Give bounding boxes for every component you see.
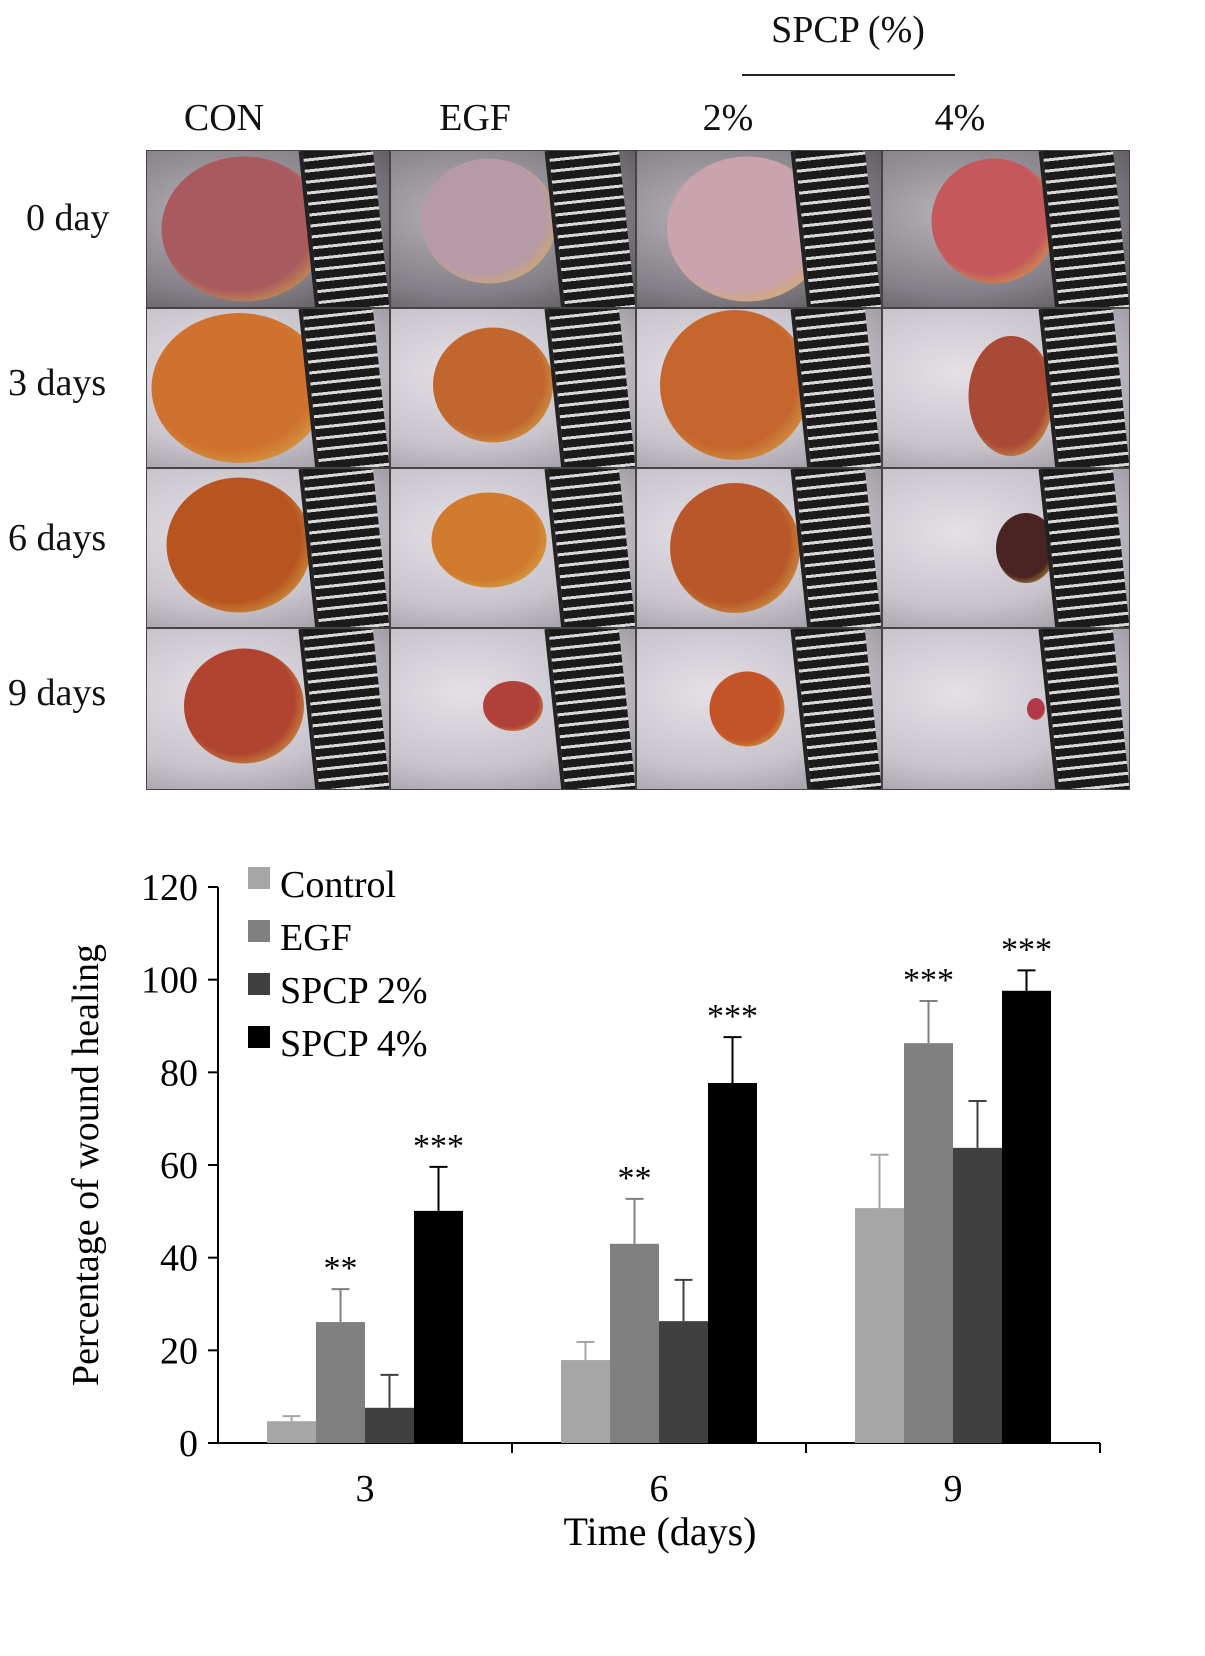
legend-swatch (248, 1026, 270, 1048)
bar (610, 1243, 659, 1443)
significance-label: ** (618, 1160, 652, 1197)
wound-area (968, 335, 1054, 456)
x-tick-label: 3 (356, 1468, 375, 1510)
significance-label: ** (324, 1250, 358, 1287)
legend-swatch (248, 973, 270, 995)
wound-photo (390, 628, 636, 790)
bar (414, 1210, 463, 1443)
x-tick-label: 9 (944, 1468, 963, 1510)
wound-area (709, 671, 785, 747)
legend-swatch (248, 920, 270, 942)
significance-label: *** (413, 1128, 464, 1165)
wound-area (483, 680, 543, 731)
wound-photo (636, 150, 882, 308)
wound-area (931, 158, 1057, 284)
legend-swatch (248, 867, 270, 889)
row-header-3-days: 3 days (8, 362, 107, 404)
column-header-con: CON (183, 97, 265, 139)
row-header-0-day: 0 day (26, 197, 110, 239)
y-tick-label: 60 (160, 1145, 198, 1187)
row-header-6-days: 6 days (8, 517, 107, 559)
wound-area (659, 309, 810, 460)
wound-area (1026, 698, 1045, 720)
legend-label: EGF (280, 917, 352, 959)
bar (316, 1322, 365, 1443)
y-tick-label: 120 (141, 867, 198, 909)
wound-photo (390, 308, 636, 468)
bar (904, 1043, 953, 1443)
legend-label: SPCP 4% (280, 1023, 428, 1065)
wound-area (151, 313, 327, 463)
wound-photo (882, 468, 1130, 628)
wound-area (161, 156, 327, 302)
bar (855, 1208, 904, 1443)
wound-area (431, 492, 547, 588)
wound-photo (636, 468, 882, 628)
wound-photo (636, 308, 882, 468)
bar (267, 1421, 316, 1443)
row-header-9-days: 9 days (8, 672, 107, 714)
y-tick-label: 20 (160, 1330, 198, 1372)
wound-photo (882, 150, 1130, 308)
x-axis-label: Time (days) (564, 1509, 757, 1554)
y-tick-label: 0 (179, 1423, 198, 1465)
significance-label: *** (1001, 931, 1052, 968)
wound-photo (636, 628, 882, 790)
bar (953, 1147, 1002, 1443)
spcp-group-header: SPCP (%) (771, 9, 925, 51)
wound-area (669, 483, 800, 613)
wound-photo (390, 150, 636, 308)
wound-area (166, 477, 312, 613)
column-header-spcp-4: 4% (934, 97, 986, 139)
bar (561, 1360, 610, 1443)
significance-label: *** (707, 998, 758, 1035)
wound-photo (882, 628, 1130, 790)
column-header-spcp-2: 2% (702, 97, 754, 139)
y-axis-label: Percentage of wound healing (65, 944, 107, 1386)
wound-photo (146, 150, 390, 308)
wound-area (421, 158, 557, 284)
wound-photo-grid (146, 150, 1130, 790)
legend-label: SPCP 2% (280, 970, 428, 1012)
wound-photo (882, 308, 1130, 468)
bar (708, 1082, 757, 1443)
bar (1002, 990, 1051, 1443)
wound-area (433, 327, 554, 443)
significance-label: *** (903, 962, 954, 999)
wound-photo (146, 628, 390, 790)
spcp-group-line (742, 74, 955, 76)
y-tick-label: 80 (160, 1052, 198, 1094)
wound-photo (390, 468, 636, 628)
wound-area (183, 648, 304, 764)
wound-photo (146, 468, 390, 628)
bar (659, 1321, 708, 1443)
column-header-egf: EGF (439, 97, 511, 139)
legend-label: Control (280, 864, 396, 906)
y-tick-label: 100 (141, 960, 198, 1002)
bar (365, 1407, 414, 1443)
y-tick-label: 40 (160, 1238, 198, 1280)
x-tick-label: 6 (650, 1468, 669, 1510)
wound-photo (146, 308, 390, 468)
